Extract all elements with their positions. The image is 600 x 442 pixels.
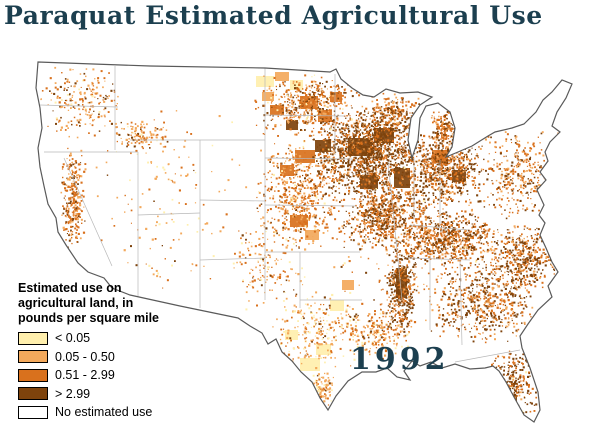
legend-swatch [18, 368, 48, 382]
legend-item: 0.05 - 0.50 [18, 350, 198, 364]
legend-item: 0.51 - 2.99 [18, 368, 198, 382]
legend-item: > 2.99 [18, 387, 198, 401]
year-label: 1992 [350, 342, 450, 377]
legend-label: No estimated use [55, 405, 153, 419]
legend-item: < 0.05 [18, 331, 198, 345]
legend-label: > 2.99 [55, 386, 91, 401]
legend-swatch [18, 405, 48, 419]
legend-title-line: agricultural land, in [18, 296, 134, 310]
legend-item: No estimated use [18, 405, 198, 419]
legend-title: Estimated use on agricultural land, in p… [18, 281, 198, 326]
legend-swatch [18, 331, 48, 345]
page-title: Paraquat Estimated Agricultural Use [4, 1, 543, 30]
legend-title-line: pounds per square mile [18, 311, 160, 325]
legend-title-line: Estimated use on [18, 281, 122, 295]
use-density-dots [40, 62, 562, 418]
map-legend: Estimated use on agricultural land, in p… [18, 281, 198, 419]
legend-label: 0.05 - 0.50 [55, 349, 115, 364]
legend-rows: < 0.05 0.05 - 0.50 0.51 - 2.99 > 2.99 No… [18, 331, 198, 419]
legend-swatch [18, 350, 48, 363]
legend-label: < 0.05 [55, 331, 91, 345]
state-boundaries [39, 66, 521, 363]
legend-label: 0.51 - 2.99 [55, 368, 115, 382]
legend-swatch [18, 387, 48, 400]
